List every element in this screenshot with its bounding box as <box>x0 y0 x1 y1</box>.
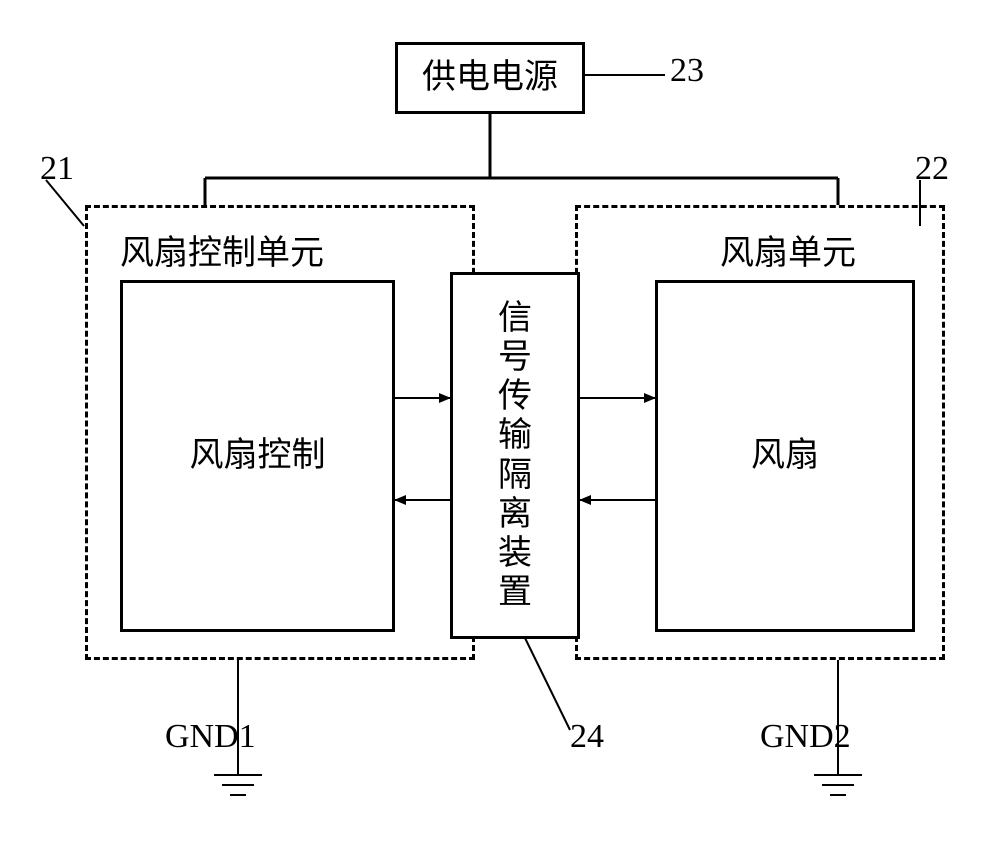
fan-box: 风扇 <box>655 280 915 632</box>
fan-control-label: 风扇控制 <box>190 436 326 477</box>
signal-isolation-box: 信号传输隔离装置 <box>450 272 580 639</box>
ref-21: 21 <box>40 150 74 188</box>
ref-23: 23 <box>670 52 704 90</box>
gnd2-label: GND2 <box>760 718 851 756</box>
fan-unit-title: 风扇单元 <box>720 225 856 274</box>
power-supply-label: 供电电源 <box>422 58 558 99</box>
fan-control-unit-title: 风扇控制单元 <box>120 225 324 274</box>
gnd1-label: GND1 <box>165 718 256 756</box>
power-supply-box: 供电电源 <box>395 42 585 114</box>
fan-control-box: 风扇控制 <box>120 280 395 632</box>
signal-isolation-label: 信号传输隔离装置 <box>498 299 532 612</box>
ref-24: 24 <box>570 718 604 756</box>
diagram-canvas: 供电电源 风扇控制单元 风扇控制 风扇单元 风扇 信号传输隔离装置 21 22 … <box>0 0 1000 843</box>
fan-label: 风扇 <box>751 436 819 477</box>
ref-22: 22 <box>915 150 949 188</box>
